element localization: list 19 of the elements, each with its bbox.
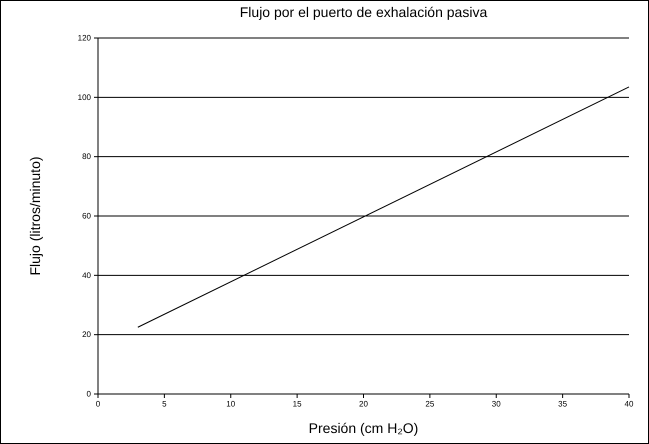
x-tick-label: 30 — [492, 400, 502, 409]
y-tick-label: 120 — [78, 34, 92, 43]
x-tick-label: 10 — [226, 400, 236, 409]
x-tick-label: 35 — [558, 400, 568, 409]
y-axis-title: Flujo (litros/minuto) — [27, 156, 43, 276]
x-tick-label: 15 — [292, 400, 302, 409]
x-tick-label: 25 — [425, 400, 435, 409]
chart-title: Flujo por el puerto de exhalación pasiva — [240, 4, 488, 20]
x-tick-label: 5 — [162, 400, 168, 409]
y-tick-label: 60 — [82, 212, 92, 221]
y-tick-label: 80 — [82, 152, 92, 162]
x-tick-label: 40 — [624, 400, 634, 409]
y-tick-label: 20 — [82, 330, 92, 340]
y-tick-label: 40 — [82, 270, 92, 280]
x-tick-label: 0 — [96, 400, 101, 409]
x-axis-title: Presión (cm H₂O) — [308, 420, 418, 436]
y-tick-label: 0 — [86, 390, 92, 399]
y-tick-label: 100 — [78, 92, 92, 102]
x-tick-label: 20 — [359, 400, 368, 409]
